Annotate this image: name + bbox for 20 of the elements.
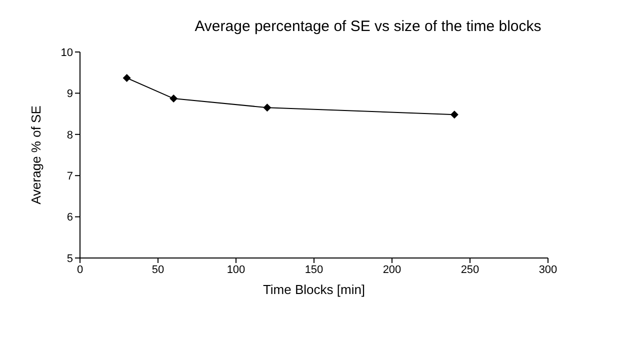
x-tick-label: 100 [226, 264, 246, 276]
x-tick-label: 200 [382, 264, 402, 276]
chart-title: Average percentage of SE vs size of the time blocks [194, 18, 542, 35]
x-tick-label: 150 [304, 264, 324, 276]
y-tick-label: 6 [66, 212, 73, 224]
y-axis-title: Average % of SE [28, 105, 44, 204]
x-tick-label: 50 [152, 264, 164, 276]
x-tick-label: 250 [460, 264, 480, 276]
point [170, 94, 178, 103]
x-tick-label: 300 [538, 264, 558, 276]
x-axis-title: Time Blocks [min] [262, 282, 366, 297]
y-tick-label: 8 [66, 129, 73, 142]
y-tick-label: 10 [60, 46, 73, 59]
y-tick-label: 7 [66, 170, 73, 183]
x-tick-label: 0 [76, 264, 84, 276]
y-tick-label: 9 [66, 88, 73, 100]
point [122, 74, 131, 82]
point [263, 104, 272, 112]
y-tick-label: 5 [66, 252, 73, 265]
point [450, 110, 458, 119]
